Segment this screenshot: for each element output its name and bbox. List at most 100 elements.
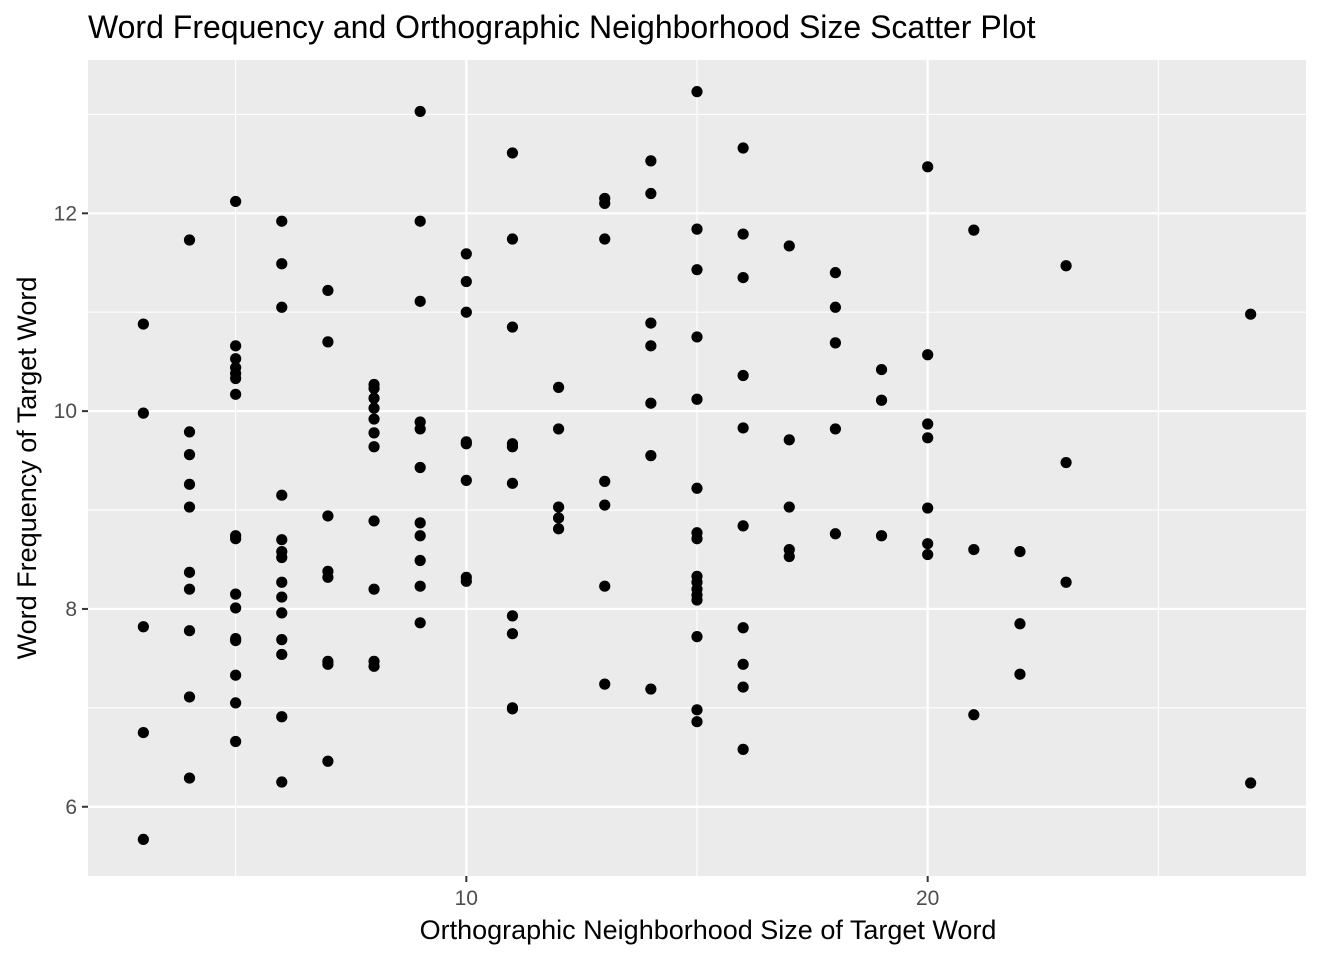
y-tick-label: 6: [65, 796, 77, 819]
data-point: [276, 551, 288, 564]
data-point: [506, 477, 519, 489]
data-point: [783, 240, 795, 252]
data-point: [737, 658, 749, 670]
data-point: [230, 735, 242, 748]
data-point: [922, 548, 934, 561]
data-point: [276, 634, 288, 646]
data-point: [1245, 308, 1257, 320]
data-point: [691, 264, 703, 276]
data-point: [276, 648, 288, 661]
data-point: [230, 372, 242, 385]
x-axis-label: Orthographic Neighborhood Size of Target…: [420, 915, 997, 945]
data-point: [230, 634, 242, 647]
data-point: [276, 776, 288, 788]
data-point: [1014, 545, 1026, 558]
data-point: [276, 215, 288, 227]
data-point: [183, 772, 196, 784]
data-point: [506, 441, 519, 453]
data-point: [276, 576, 288, 588]
data-point: [737, 369, 749, 382]
data-point: [460, 575, 472, 587]
data-point: [645, 187, 657, 200]
data-point: [414, 105, 426, 118]
x-axis: 10 20: [455, 876, 939, 910]
data-point: [276, 301, 288, 313]
data-point: [506, 703, 519, 715]
data-point: [691, 716, 703, 728]
data-point: [506, 628, 519, 640]
data-point: [137, 833, 149, 846]
data-point: [922, 538, 934, 550]
data-point: [460, 438, 472, 450]
data-point: [506, 321, 519, 333]
data-point: [230, 353, 242, 365]
data-point: [599, 197, 611, 210]
y-tick-label: 10: [54, 400, 77, 423]
data-point: [414, 215, 426, 227]
data-point: [368, 413, 380, 425]
data-point: [183, 583, 196, 595]
data-point: [645, 450, 657, 462]
data-point: [737, 681, 749, 693]
data-point: [1060, 260, 1072, 272]
data-point: [691, 223, 703, 235]
data-point: [183, 449, 196, 461]
data-point: [183, 426, 196, 438]
data-point: [922, 349, 934, 361]
data-point: [137, 621, 149, 633]
data-point: [183, 478, 196, 490]
data-point: [414, 461, 426, 474]
data-point: [691, 704, 703, 716]
data-point: [1060, 576, 1072, 588]
data-point: [737, 422, 749, 434]
data-point: [599, 475, 611, 487]
data-point: [276, 258, 288, 270]
data-point: [829, 528, 842, 540]
data-point: [829, 423, 842, 435]
data-point: [183, 566, 196, 578]
data-point: [599, 678, 611, 690]
data-point: [276, 489, 288, 501]
data-point: [645, 340, 657, 352]
data-point: [552, 523, 565, 535]
data-point: [276, 607, 288, 619]
data-point: [552, 512, 565, 524]
y-axis: 6 8 10 12: [54, 202, 88, 819]
data-point: [183, 234, 196, 246]
data-point: [737, 272, 749, 284]
data-point: [368, 441, 380, 453]
data-point: [968, 224, 980, 236]
data-points: [137, 86, 1257, 846]
y-tick-label: 12: [54, 202, 77, 225]
data-point: [368, 392, 380, 404]
data-point: [645, 155, 657, 167]
data-point: [368, 382, 380, 394]
data-point: [230, 195, 242, 208]
data-point: [230, 602, 242, 614]
data-point: [737, 520, 749, 532]
data-point: [1060, 456, 1072, 469]
data-point: [276, 591, 288, 603]
data-point: [322, 755, 334, 767]
data-point: [414, 617, 426, 629]
data-point: [691, 594, 703, 606]
data-point: [183, 625, 196, 637]
data-point: [506, 233, 519, 245]
data-point: [783, 501, 795, 513]
data-point: [737, 228, 749, 240]
data-point: [368, 427, 380, 439]
data-point: [1014, 618, 1026, 630]
data-point: [829, 267, 842, 279]
data-point: [552, 381, 565, 393]
data-point: [599, 233, 611, 245]
data-point: [368, 660, 380, 672]
data-point: [691, 482, 703, 494]
data-point: [368, 583, 380, 595]
data-point: [552, 501, 565, 513]
data-point: [322, 284, 334, 297]
data-point: [968, 544, 980, 556]
data-point: [322, 510, 334, 522]
data-point: [460, 275, 472, 288]
data-point: [875, 363, 888, 376]
data-point: [137, 318, 149, 330]
